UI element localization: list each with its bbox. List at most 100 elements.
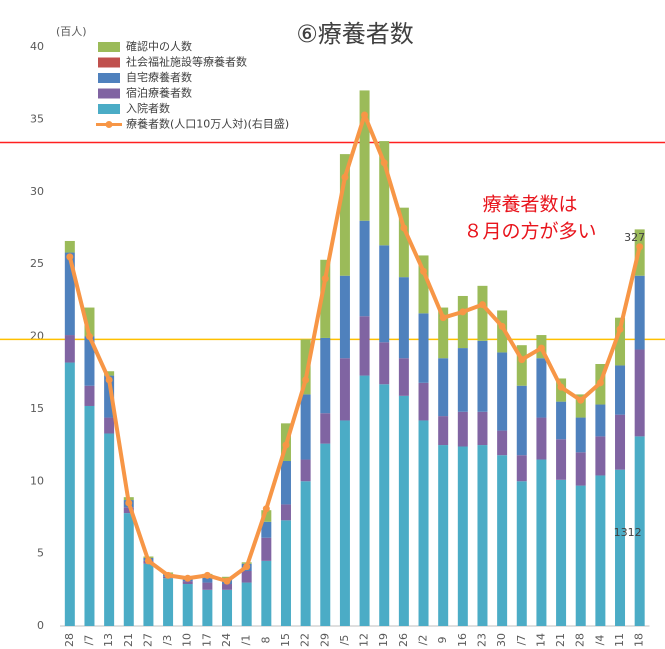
bar-segment (379, 245, 390, 343)
bar-segment (595, 436, 606, 476)
legend-label: 入院者数 (126, 101, 170, 115)
line-marker (380, 159, 388, 167)
legend-label: 宿泊療養者数 (126, 86, 192, 100)
bar-segment (556, 439, 567, 480)
bar-segment (222, 589, 233, 626)
x-tick-label: /7 (82, 635, 95, 646)
x-tick-label: 17 (200, 633, 213, 647)
x-tick-label: 12 (358, 633, 371, 647)
bar-segment (64, 335, 75, 363)
y-tick-label: 5 (37, 547, 44, 560)
y-tick-label: 30 (30, 185, 44, 198)
bar-segment (84, 307, 95, 337)
bar-segment (615, 414, 626, 470)
bar-segment (575, 394, 586, 418)
x-tick-label: /7 (515, 635, 528, 646)
bar-segment (379, 384, 390, 626)
bar-segment (359, 90, 370, 221)
x-tick-label: 28 (63, 633, 76, 647)
line-marker (361, 111, 369, 119)
x-tick-label: 28 (574, 633, 587, 647)
y-tick-label: 35 (30, 112, 44, 125)
x-tick-label: 13 (102, 633, 115, 647)
bar-segment (516, 345, 527, 386)
line-marker (518, 356, 526, 364)
bar-segment (457, 348, 468, 412)
y-tick-label: 25 (30, 257, 44, 270)
bar-segment (497, 430, 508, 456)
line-marker (557, 383, 565, 391)
bar-segment (241, 570, 252, 583)
x-tick-label: 23 (475, 633, 488, 647)
legend-label: 療養者数(人口10万人対)(右目盛) (126, 117, 289, 131)
line-marker (459, 308, 467, 316)
data-label: 1312 (614, 526, 642, 539)
bar-segment (84, 405, 95, 626)
line (67, 113, 642, 584)
y-tick-label: 15 (30, 402, 44, 415)
bar-segment (497, 455, 508, 626)
bar-segment (634, 275, 645, 350)
bar-segment (280, 504, 291, 521)
bar-segment (418, 382, 429, 421)
bar-segment (339, 275, 350, 359)
line-marker (341, 173, 349, 181)
x-tick-label: /4 (593, 635, 606, 646)
annotation: ８月の方が多い (463, 221, 596, 243)
bar-segment (202, 582, 213, 590)
legend-label: 自宅療養者数 (126, 70, 192, 84)
line-marker (302, 376, 310, 384)
bar-segment (536, 459, 547, 626)
line-marker (636, 243, 644, 251)
bar-segment (339, 358, 350, 421)
bar-segment (64, 362, 75, 626)
bar-segment (261, 560, 272, 626)
x-tick-label: 11 (613, 633, 626, 647)
bar-segment (516, 385, 527, 456)
line-marker (439, 314, 447, 322)
legend-marker (105, 121, 113, 128)
line-marker (498, 322, 506, 330)
line-marker (478, 301, 486, 309)
x-tick-label: 9 (436, 637, 449, 644)
legend-swatch (98, 73, 120, 83)
x-tick-label: 10 (181, 633, 194, 647)
bar-segment (182, 581, 193, 585)
line-marker (203, 571, 211, 579)
line-marker (223, 577, 231, 585)
bar-segment (123, 513, 134, 626)
bar-segment (615, 469, 626, 626)
x-tick-label: /1 (240, 635, 253, 646)
bar-segment (104, 433, 115, 626)
line-marker (262, 505, 270, 513)
x-tick-label: 27 (141, 633, 154, 647)
bar-segment (418, 420, 429, 626)
bar-segment (320, 259, 331, 338)
line-marker (400, 224, 408, 232)
bar-segment (143, 563, 154, 626)
bar-segment (477, 340, 488, 412)
bar-segment (615, 317, 626, 366)
bar-segment (261, 537, 272, 561)
line-marker (66, 253, 74, 261)
x-tick-label: 21 (122, 633, 135, 647)
y-axis-label: (百人) (56, 25, 87, 38)
bar-segment (359, 220, 370, 317)
x-tick-label: /5 (338, 635, 351, 646)
legend-swatch (98, 57, 120, 68)
bar-segment (359, 375, 370, 626)
bar-segment (575, 417, 586, 453)
bar-segment (300, 459, 311, 482)
legend-swatch (98, 42, 120, 52)
bar-segment (202, 576, 213, 583)
x-tick-label: 8 (259, 637, 272, 644)
bar-segment (536, 417, 547, 460)
bar-segment (104, 375, 115, 418)
x-tick-label: 14 (534, 633, 547, 647)
line-marker (577, 396, 585, 404)
bar-segment (241, 582, 252, 626)
line-marker (596, 379, 604, 387)
bar-segment (280, 520, 291, 626)
bar-segment (516, 455, 527, 482)
